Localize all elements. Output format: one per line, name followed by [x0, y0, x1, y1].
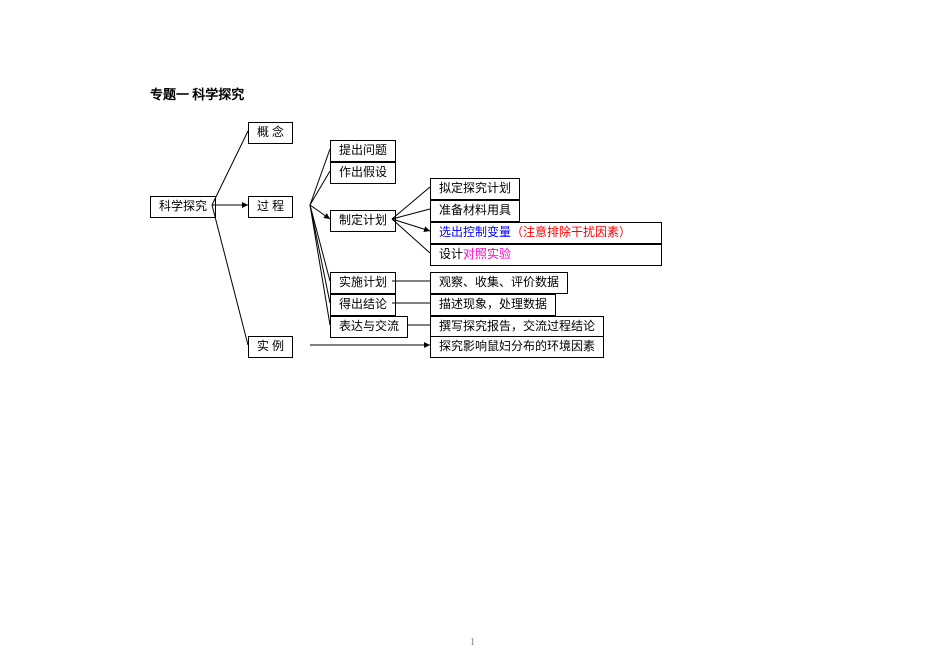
- page-title: 专题一 科学探究: [150, 84, 244, 103]
- node-carry-out-plan: 实施计划: [330, 272, 396, 294]
- node-observe-collect: 观察、收集、评价数据: [430, 272, 568, 294]
- page-number: 1: [470, 636, 476, 648]
- node-concept: 概 念: [248, 122, 293, 144]
- node-describe-process: 描述现象，处理数据: [430, 294, 556, 316]
- node-make-hypothesis: 作出假设: [330, 162, 396, 184]
- node-example-detail: 探究影响鼠妇分布的环境因素: [430, 336, 604, 358]
- text-control-experiment: 对照实验: [463, 247, 511, 261]
- node-propose-question: 提出问题: [330, 140, 396, 162]
- node-process: 过 程: [248, 196, 293, 218]
- node-root: 科学探究: [150, 196, 216, 218]
- node-design-control-experiment: 设计对照实验: [430, 244, 662, 266]
- text-control-variable: 选出控制变量: [439, 225, 511, 239]
- node-control-variable: 选出控制变量（注意排除干扰因素）: [430, 222, 662, 244]
- node-write-report: 撰写探究报告，交流过程结论: [430, 316, 604, 338]
- text-exclude-interference: （注意排除干扰因素）: [511, 225, 631, 239]
- node-example: 实 例: [248, 336, 293, 358]
- node-draw-conclusion: 得出结论: [330, 294, 396, 316]
- node-make-plan: 制定计划: [330, 210, 396, 232]
- text-design: 设计: [439, 247, 463, 261]
- diagram-canvas: { "title": "专题一 科学探究", "page_number": "1…: [0, 0, 945, 668]
- node-communicate: 表达与交流: [330, 316, 408, 338]
- node-draft-plan: 拟定探究计划: [430, 178, 520, 200]
- node-prepare-materials: 准备材料用具: [430, 200, 520, 222]
